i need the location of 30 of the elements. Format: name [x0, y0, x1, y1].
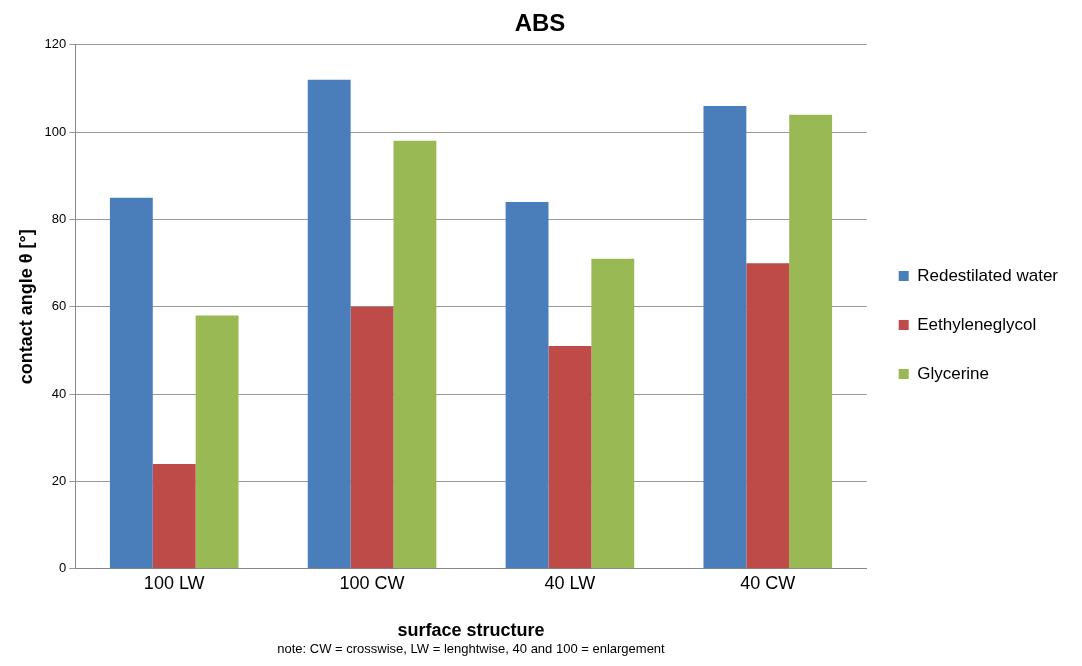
bar: [109, 197, 153, 569]
y-tick-label: 20: [51, 473, 67, 489]
bar: [789, 114, 833, 569]
bar: [703, 105, 747, 569]
x-tick-label: 100 CW: [339, 572, 405, 593]
x-tick-label: 40 CW: [740, 572, 796, 593]
bar: [505, 202, 549, 569]
x-tick-label: 40 LW: [544, 572, 596, 593]
x-axis-title: surface structure: [397, 620, 545, 641]
y-tick-label: 120: [44, 36, 67, 52]
bar: [152, 464, 196, 569]
y-axis-title: contact angle θ [°]: [15, 229, 36, 385]
legend-label: Eethyleneglycol: [917, 314, 1037, 334]
bar: [746, 263, 790, 569]
bar: [591, 258, 635, 569]
bar: [393, 140, 437, 569]
legend-label: Redestilated water: [917, 265, 1059, 285]
chart-title: ABS: [514, 9, 566, 37]
bar: [307, 79, 351, 569]
y-tick-label: 0: [59, 560, 67, 576]
bar: [350, 306, 394, 569]
x-tick-label: 100 LW: [143, 572, 205, 593]
y-tick-label: 100: [44, 123, 67, 139]
legend-label: Glycerine: [917, 363, 990, 383]
text: note: CW = crosswise, LW = lenghtwise, 40 and 100 = enlargement: [277, 641, 666, 657]
y-tick-label: 60: [51, 298, 67, 314]
bar: [195, 315, 239, 569]
y-tick-label: 40: [51, 385, 67, 401]
y-tick-label: 80: [51, 211, 67, 227]
bar: [548, 346, 592, 569]
